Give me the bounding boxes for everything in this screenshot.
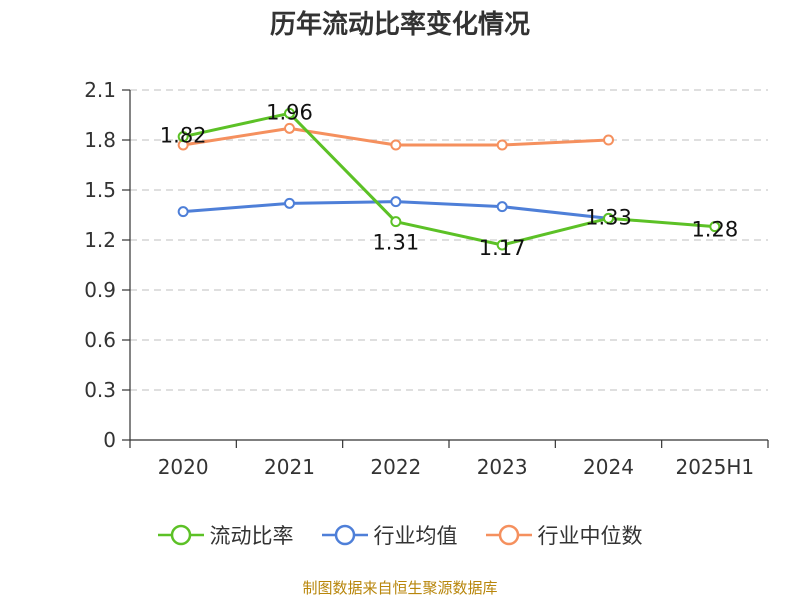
series-line-0 xyxy=(182,111,715,247)
x-tick-label-0: 2020 xyxy=(158,455,209,479)
data-label-1: 1.96 xyxy=(266,100,313,124)
x-tick-label-3: 2023 xyxy=(477,455,528,479)
x-tick-label-1: 2021 xyxy=(264,455,315,479)
legend-item-industry-median[interactable]: 行业中位数 xyxy=(485,520,643,550)
series-1-point-0 xyxy=(177,206,189,218)
series-0-point-4 xyxy=(603,212,614,224)
y-tick-label-5: 1.5 xyxy=(84,178,116,202)
y-tick-label-2: 0.6 xyxy=(84,328,116,352)
y-tick-label-1: 0.3 xyxy=(84,378,116,402)
data-label-3: 1.17 xyxy=(479,236,526,260)
legend-item-current-ratio[interactable]: 流动比率 xyxy=(157,520,294,550)
legend-item-industry-average[interactable]: 行业均值 xyxy=(321,520,458,550)
legend-swatch-industry-average xyxy=(321,524,368,546)
data-label-2: 1.31 xyxy=(372,231,419,255)
data-label-4: 1.33 xyxy=(585,205,632,229)
y-tick-label-6: 1.8 xyxy=(84,128,116,152)
series-2-point-1 xyxy=(284,122,295,134)
legend-label-industry-median: 行业中位数 xyxy=(537,524,643,548)
legend-label-current-ratio: 流动比率 xyxy=(209,524,294,548)
legend-swatch-current-ratio xyxy=(157,524,204,546)
x-tick-label-2: 2022 xyxy=(370,455,421,479)
series-2-point-4 xyxy=(603,134,614,146)
legend-label-industry-average: 行业均值 xyxy=(373,524,458,548)
series-2-point-2 xyxy=(390,139,402,151)
series-0-point-5 xyxy=(709,221,721,233)
series-0-point-0 xyxy=(177,131,189,143)
chart-title: 历年流动比率变化情况 xyxy=(269,10,530,40)
y-tick-label-0: 0 xyxy=(103,428,116,452)
y-tick-label-4: 1.2 xyxy=(84,228,116,252)
series-0-point-2 xyxy=(390,216,402,228)
x-tick-label-4: 2024 xyxy=(583,455,634,479)
series-0-point-1 xyxy=(284,107,295,119)
y-tick-label-3: 0.9 xyxy=(84,278,116,302)
x-tick-label-5: 2025H1 xyxy=(675,455,754,479)
series-1-point-1 xyxy=(284,197,295,209)
legend: 流动比率 行业均值 行业中位数 xyxy=(0,520,800,550)
y-tick-label-7: 2.1 xyxy=(84,78,116,102)
data-label-5: 1.28 xyxy=(691,218,738,242)
legend-swatch-industry-median xyxy=(485,524,532,546)
data-source-note: 制图数据来自恒生聚源数据库 xyxy=(302,579,498,597)
series-1-point-3 xyxy=(496,201,508,213)
series-1-point-2 xyxy=(390,196,402,208)
series-0-point-3 xyxy=(496,239,508,251)
data-label-0: 1.82 xyxy=(160,124,207,148)
series-2-point-3 xyxy=(496,139,508,151)
